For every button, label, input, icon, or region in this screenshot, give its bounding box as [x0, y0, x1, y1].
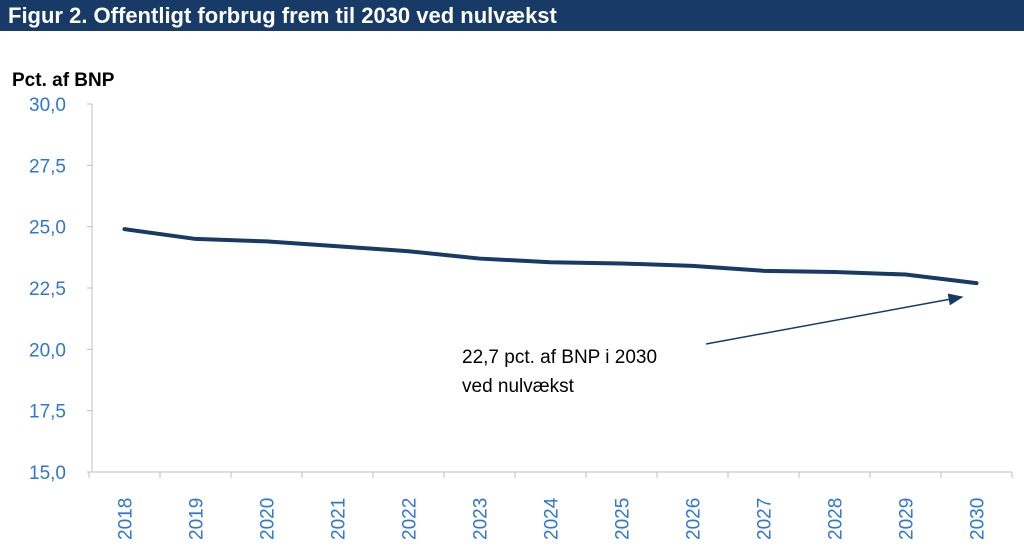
x-tick-label: 2027: [755, 498, 776, 540]
annotation-arrow: [705, 293, 964, 345]
x-tick-label: 2025: [613, 498, 634, 540]
y-tick-label: 17,5: [29, 402, 66, 423]
series-line: [122, 227, 979, 286]
y-tick-label: 27,5: [29, 156, 66, 177]
y-tick-label: 25,0: [29, 218, 66, 239]
y-tick-label: 22,5: [29, 279, 66, 300]
title-bar: Figur 2. Offentligt forbrug frem til 203…: [0, 0, 1024, 31]
y-tick-label: 15,0: [29, 463, 66, 484]
chart-title: Figur 2. Offentligt forbrug frem til 203…: [8, 3, 557, 28]
x-tick-label: 2022: [400, 498, 421, 540]
x-tick-label: 2023: [471, 498, 492, 540]
y-tick-label: 30,0: [29, 95, 66, 116]
y-tick-label: 20,0: [29, 340, 66, 361]
annotation-line-2: ved nulvækst: [462, 376, 574, 397]
annotation-line-1: 22,7 pct. af BNP i 2030: [462, 347, 658, 368]
x-tick-label: 2026: [684, 498, 705, 540]
x-tick-label: 2024: [542, 497, 563, 540]
x-tick-label: 2030: [968, 498, 989, 540]
x-tick-label: 2018: [116, 498, 137, 540]
x-tick-label: 2028: [826, 498, 847, 540]
x-tick-label: 2020: [258, 498, 279, 540]
y-axis-label: Pct. af BNP: [12, 70, 115, 91]
x-tick-label: 2021: [329, 498, 350, 540]
x-tick-label: 2029: [897, 498, 918, 540]
x-tick-label: 2019: [187, 498, 208, 540]
annotation: 22,7 pct. af BNP i 2030 ved nulvækst: [462, 343, 657, 401]
